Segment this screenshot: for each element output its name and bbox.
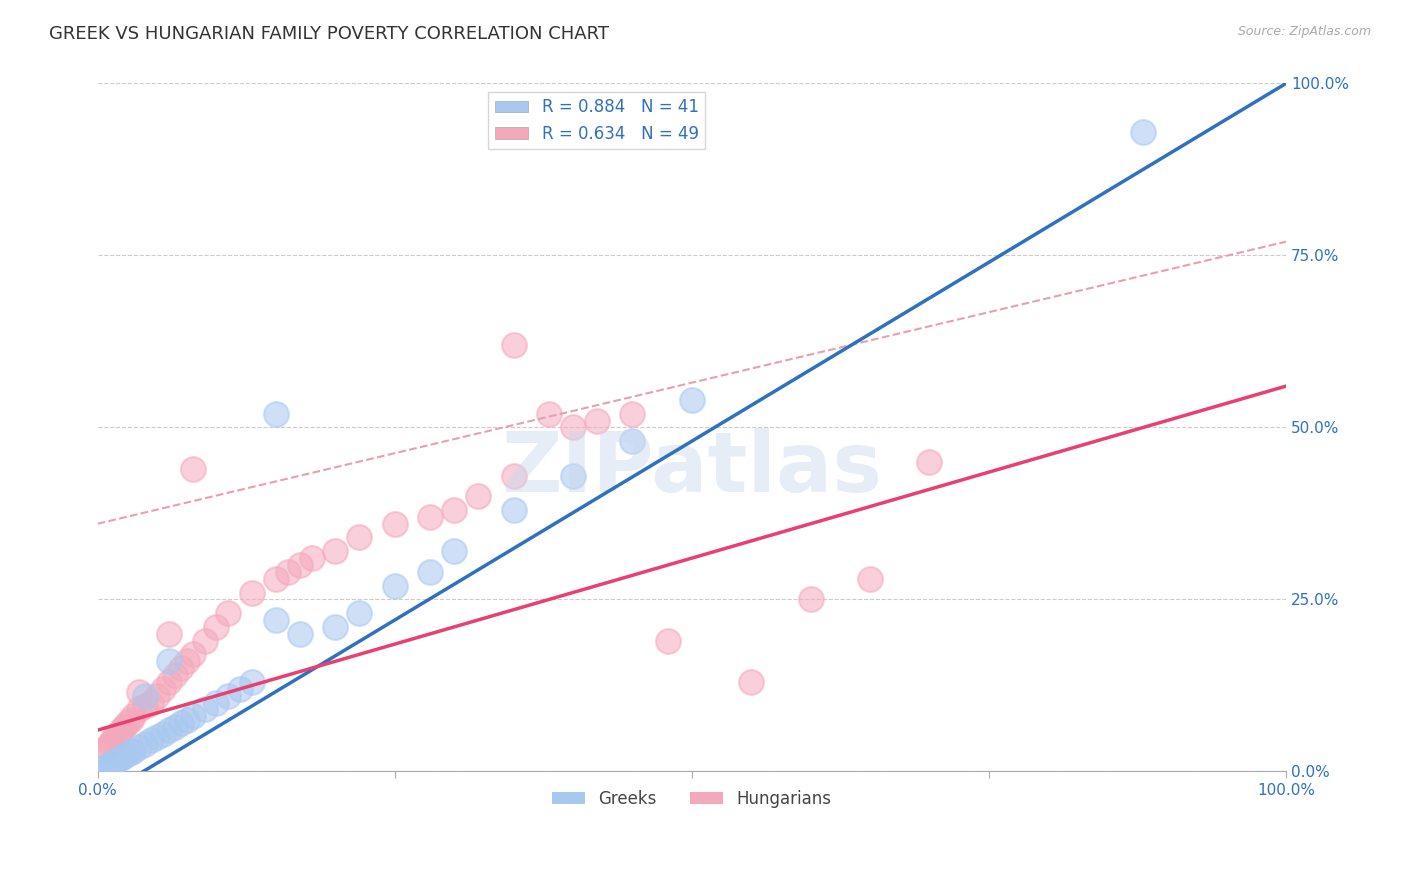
Point	[101, 756, 124, 771]
Point	[621, 407, 644, 421]
Point	[181, 648, 204, 662]
Point	[104, 730, 127, 744]
Point	[93, 761, 115, 775]
Point	[467, 489, 489, 503]
Point	[117, 747, 139, 761]
Point	[585, 413, 607, 427]
Point	[98, 737, 121, 751]
Point	[128, 685, 150, 699]
Text: Source: ZipAtlas.com: Source: ZipAtlas.com	[1237, 25, 1371, 38]
Point	[502, 468, 524, 483]
Point	[240, 585, 263, 599]
Point	[181, 709, 204, 723]
Point	[176, 713, 198, 727]
Point	[621, 434, 644, 449]
Point	[562, 468, 585, 483]
Point	[152, 726, 174, 740]
Point	[859, 572, 882, 586]
Point	[443, 503, 465, 517]
Point	[918, 455, 941, 469]
Point	[264, 613, 287, 627]
Point	[157, 627, 180, 641]
Point	[323, 544, 346, 558]
Point	[347, 606, 370, 620]
Text: GREEK VS HUNGARIAN FAMILY POVERTY CORRELATION CHART: GREEK VS HUNGARIAN FAMILY POVERTY CORREL…	[49, 25, 609, 43]
Point	[419, 509, 441, 524]
Point	[181, 461, 204, 475]
Point	[170, 716, 193, 731]
Point	[117, 716, 139, 731]
Point	[108, 752, 131, 766]
Point	[562, 420, 585, 434]
Point	[170, 661, 193, 675]
Point	[740, 675, 762, 690]
Point	[264, 407, 287, 421]
Point	[384, 516, 406, 531]
Point	[502, 503, 524, 517]
Point	[120, 745, 142, 759]
Point	[134, 689, 156, 703]
Point	[101, 733, 124, 747]
Point	[157, 675, 180, 690]
Point	[157, 723, 180, 738]
Point	[443, 544, 465, 558]
Point	[120, 713, 142, 727]
Point	[176, 654, 198, 668]
Point	[194, 702, 217, 716]
Point	[152, 681, 174, 696]
Point	[110, 723, 132, 738]
Point	[128, 702, 150, 716]
Point	[96, 759, 118, 773]
Point	[163, 668, 186, 682]
Point	[288, 627, 311, 641]
Point	[104, 754, 127, 768]
Point	[146, 730, 169, 744]
Point	[301, 551, 323, 566]
Point	[146, 689, 169, 703]
Point	[122, 709, 145, 723]
Point	[681, 392, 703, 407]
Point	[134, 737, 156, 751]
Point	[538, 407, 561, 421]
Point	[323, 620, 346, 634]
Point	[93, 744, 115, 758]
Point	[800, 592, 823, 607]
Point	[277, 565, 299, 579]
Point	[217, 689, 239, 703]
Point	[134, 699, 156, 714]
Point	[112, 749, 135, 764]
Point	[217, 606, 239, 620]
Point	[194, 633, 217, 648]
Point	[205, 696, 228, 710]
Point	[108, 726, 131, 740]
Text: ZIPatlas: ZIPatlas	[502, 428, 883, 509]
Point	[1132, 125, 1154, 139]
Point	[96, 740, 118, 755]
Point	[419, 565, 441, 579]
Point	[502, 338, 524, 352]
Legend: Greeks, Hungarians: Greeks, Hungarians	[546, 783, 838, 814]
Point	[229, 681, 252, 696]
Point	[264, 572, 287, 586]
Point	[112, 720, 135, 734]
Point	[205, 620, 228, 634]
Point	[122, 744, 145, 758]
Point	[657, 633, 679, 648]
Point	[240, 675, 263, 690]
Point	[288, 558, 311, 572]
Point	[139, 696, 162, 710]
Point	[347, 531, 370, 545]
Point	[163, 720, 186, 734]
Point	[384, 579, 406, 593]
Point	[157, 654, 180, 668]
Point	[98, 757, 121, 772]
Point	[110, 750, 132, 764]
Point	[128, 740, 150, 755]
Point	[139, 733, 162, 747]
